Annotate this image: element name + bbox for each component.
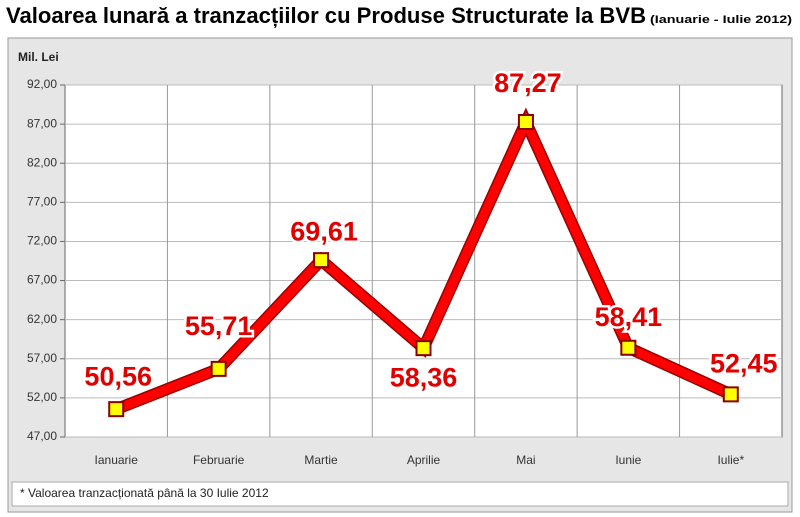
x-tick-label: Aprilie (407, 453, 441, 467)
y-tick-label: 87,00 (27, 116, 57, 130)
footnote: * Valoarea tranzacționată până la 30 Iul… (20, 486, 269, 500)
x-tick-label: Ianuarie (95, 453, 139, 467)
marker (210, 360, 227, 377)
data-label: 58,41 (595, 302, 663, 332)
footnote-box (11, 481, 789, 507)
marker (415, 340, 432, 357)
y-tick-label: 82,00 (27, 155, 57, 169)
x-tick-label: Februarie (193, 453, 245, 467)
x-tick-label: Iulie* (717, 453, 744, 467)
data-label: 50,56 (84, 361, 152, 391)
y-tick-label: 77,00 (27, 195, 57, 209)
data-label: 52,45 (710, 348, 778, 378)
chart-subtitle: (Ianuarie - Iulie 2012) (650, 14, 792, 26)
data-label: 58,36 (390, 362, 458, 392)
data-label: 55,71 (185, 311, 253, 341)
marker (722, 386, 739, 403)
marker (313, 252, 330, 269)
y-tick-label: 47,00 (27, 429, 57, 443)
chart-title: Valoarea lunară a tranzacțiilor cu Produ… (6, 3, 646, 28)
data-label: 87,27 (494, 68, 562, 98)
y-tick-label: 92,00 (27, 77, 57, 91)
x-tick-label: Iunie (615, 453, 641, 467)
marker (620, 339, 637, 356)
y-tick-label: 52,00 (27, 390, 57, 404)
y-tick-label: 62,00 (27, 312, 57, 326)
x-tick-label: Mai (516, 453, 535, 467)
marker (517, 113, 534, 130)
x-tick-label: Martie (304, 453, 338, 467)
y-tick-label: 67,00 (27, 273, 57, 287)
y-tick-label: 57,00 (27, 351, 57, 365)
data-label: 69,61 (290, 216, 358, 246)
y-axis-label: Mil. Lei (18, 50, 59, 64)
marker (108, 401, 125, 418)
y-tick-label: 72,00 (27, 234, 57, 248)
